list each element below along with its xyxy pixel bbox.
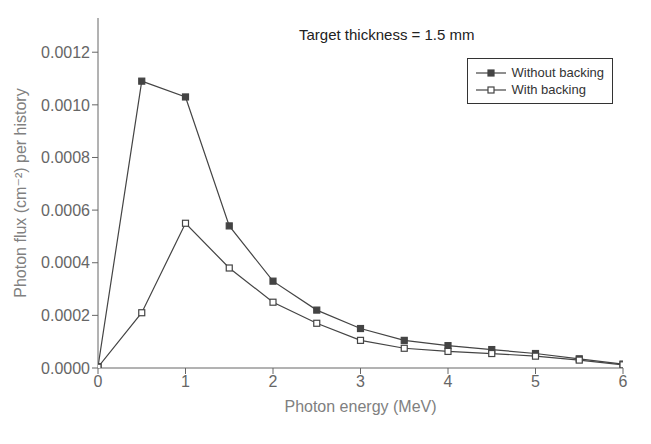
svg-text:Photon energy (MeV): Photon energy (MeV) [284, 398, 436, 415]
svg-text:0.0002: 0.0002 [41, 307, 90, 324]
svg-text:5: 5 [531, 373, 540, 390]
html-text:Target thickness = 1.5 mm: Target thickness = 1.5 mm [299, 26, 475, 43]
svg-text:1: 1 [181, 373, 190, 390]
svg-text:3: 3 [356, 373, 365, 390]
svg-text:0.0012: 0.0012 [41, 44, 90, 61]
svg-text:0: 0 [94, 373, 103, 390]
html-text:With backing: With backing [511, 82, 586, 97]
svg-text:Photon flux (cm⁻²) per history: Photon flux (cm⁻²) per history [12, 88, 29, 297]
svg-text:0.0006: 0.0006 [41, 202, 90, 219]
svg-text:4: 4 [444, 373, 453, 390]
svg-text:0.0000: 0.0000 [41, 360, 90, 377]
svg-text:6: 6 [619, 373, 628, 390]
html-text:Without backing: Without backing [511, 65, 604, 80]
svg-text:2: 2 [269, 373, 278, 390]
svg-text:0.0008: 0.0008 [41, 149, 90, 166]
svg-text:0.0010: 0.0010 [41, 97, 90, 114]
svg-text:0.0004: 0.0004 [41, 254, 90, 271]
